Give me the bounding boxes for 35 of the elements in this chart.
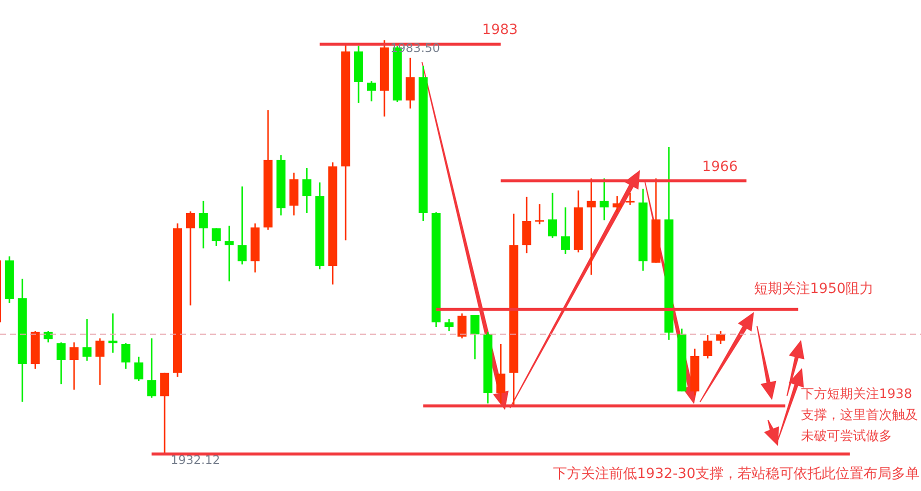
- candlestick: [703, 334, 712, 360]
- candlestick: [212, 227, 221, 247]
- candlestick: [560, 206, 570, 255]
- candlestick: [496, 343, 506, 404]
- ref-line-label: 1966: [702, 158, 738, 177]
- candlestick: [186, 210, 195, 306]
- candlestick: [535, 203, 544, 225]
- candlestick: [406, 57, 415, 110]
- candlestick: [626, 192, 635, 206]
- candlestick: [548, 192, 558, 239]
- candlestick: [470, 314, 480, 360]
- candlestick: [238, 186, 247, 266]
- ref-line-label: 下方短期关注1938支撑，这里首次触及未破可尝试做多: [801, 386, 919, 446]
- candlestick: [600, 178, 609, 221]
- annotation: 1932.12: [170, 453, 220, 468]
- candlestick: [134, 356, 144, 382]
- candlestick: [95, 338, 104, 386]
- candlestick: [160, 372, 170, 454]
- candlestick: [224, 225, 234, 282]
- candlestick: [121, 342, 130, 370]
- candlestick: [444, 318, 454, 332]
- ref-line-label: 1983: [482, 21, 518, 40]
- candlestick: [302, 167, 312, 214]
- ref-line-label: 短期关注1950阻力: [754, 280, 874, 300]
- candlestick: [198, 200, 208, 250]
- candlestick: [70, 342, 79, 390]
- candlestick: [458, 312, 466, 340]
- candlestick: [612, 195, 622, 213]
- candlestick: [586, 178, 596, 276]
- candlestick: [366, 80, 376, 102]
- candlestick: [147, 338, 156, 399]
- candlestick: [56, 342, 66, 385]
- ref-line-label: 下方关注前低1932-30支撑，若站稳可依托此位置布局多单: [553, 465, 920, 484]
- candlestick: [82, 318, 92, 362]
- candlestick: [108, 312, 118, 354]
